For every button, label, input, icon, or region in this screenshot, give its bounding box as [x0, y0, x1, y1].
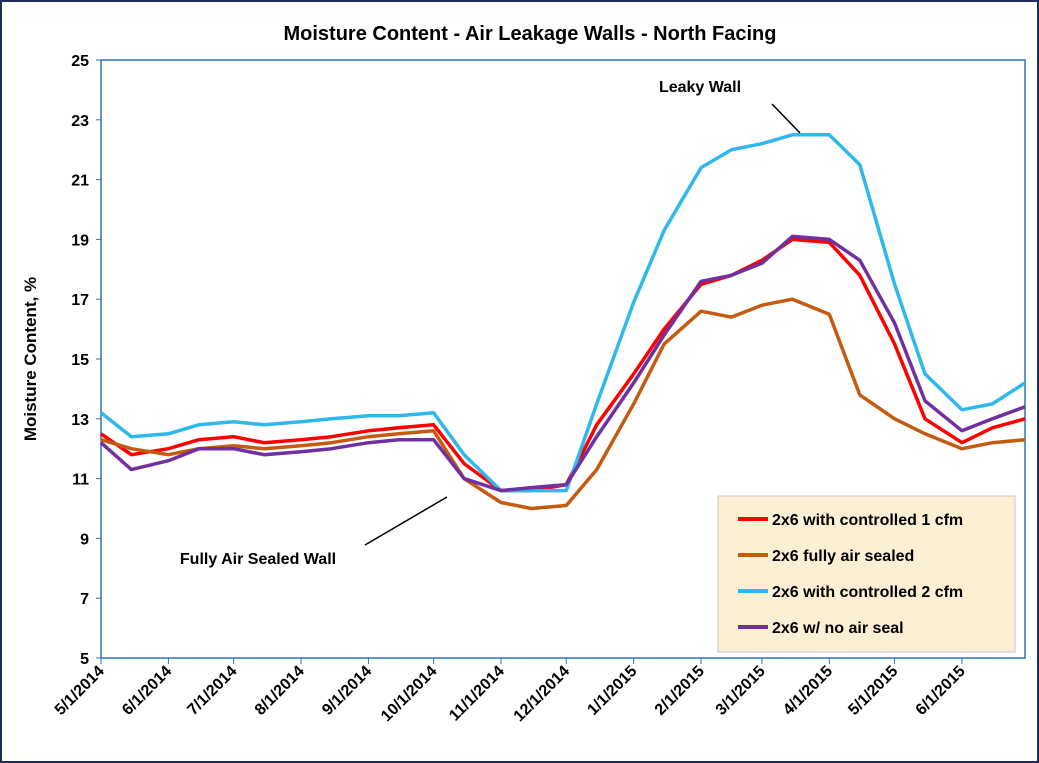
y-tick-label: 13: [71, 412, 89, 429]
annotation: Leaky Wall: [659, 79, 741, 96]
y-tick-label: 19: [71, 232, 89, 249]
annotation: Fully Air Sealed Wall: [180, 551, 336, 568]
y-tick-label: 11: [72, 472, 89, 489]
annotation-arrow: [771, 103, 801, 134]
y-tick-label: 17: [71, 292, 89, 309]
legend-label: 2x6 fully air sealed: [772, 548, 914, 565]
annotation-arrow: [364, 496, 448, 546]
series-line: [99, 133, 1026, 493]
y-tick-label: 7: [80, 591, 89, 608]
y-tick-label: 9: [80, 531, 89, 548]
chart-title: Moisture Content - Air Leakage Walls - N…: [283, 23, 776, 45]
series-line: [100, 297, 1026, 511]
y-tick-label: 25: [71, 53, 89, 70]
legend-label: 2x6 w/ no air seal: [772, 620, 904, 637]
y-axis-label: Moisture Content, %: [21, 277, 40, 441]
legend-label: 2x6 with controlled 1 cfm: [772, 512, 963, 529]
y-tick-label: 5: [80, 651, 89, 668]
y-tick-label: 15: [71, 352, 89, 369]
series-line: [99, 234, 1026, 493]
y-tick-label: 23: [71, 113, 89, 130]
legend-label: 2x6 with controlled 2 cfm: [772, 584, 963, 601]
y-tick-label: 21: [71, 173, 89, 190]
